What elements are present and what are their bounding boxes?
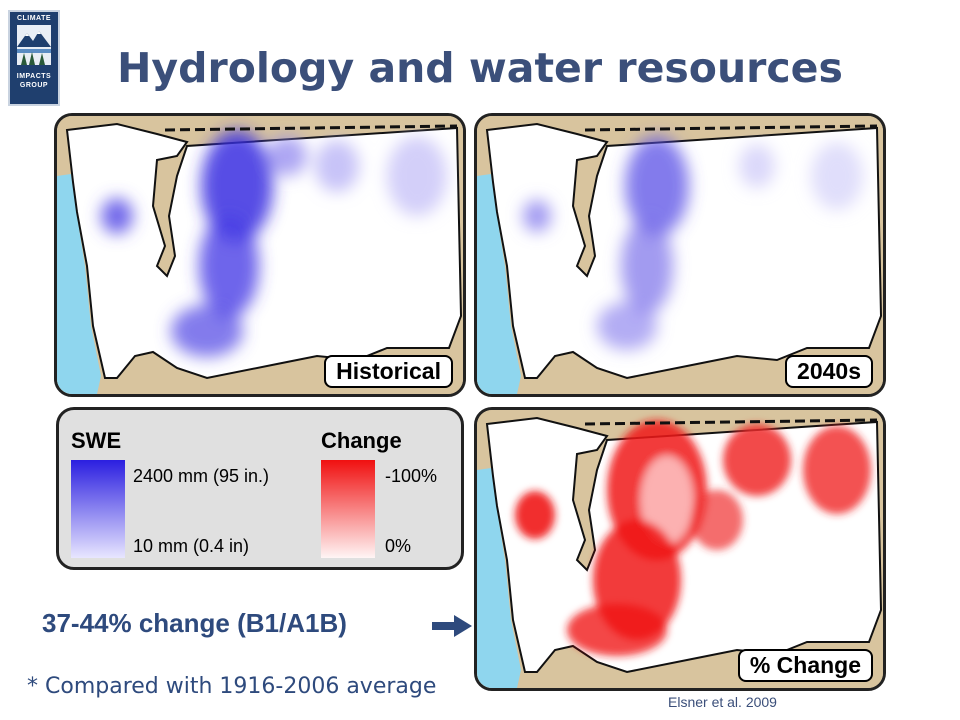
mountain-forest-emblem-icon — [17, 25, 51, 65]
logo-text-impacts: IMPACTS — [16, 73, 52, 80]
legend-swe-min: 10 mm (0.4 in) — [133, 536, 250, 556]
footnote: * Compared with 1916-2006 average — [27, 674, 437, 699]
map-percent-change: % Change — [474, 407, 886, 691]
climate-impacts-group-logo: CLIMATE IMPACTS GROUP — [8, 10, 60, 106]
legend-heading-swe: SWE — [71, 428, 122, 453]
right-arrow-icon — [432, 615, 472, 637]
legend-change-colorbar — [321, 460, 375, 558]
legend-panel: SWE 2400 mm (95 in.) 10 mm (0.4 in) Chan… — [56, 407, 464, 570]
legend-change-max: -100% — [385, 466, 438, 486]
washington-map-percent-change — [477, 410, 883, 688]
citation: Elsner et al. 2009 — [668, 694, 777, 710]
slide-title: Hydrology and water resources — [117, 44, 843, 92]
map-label-2040s: 2040s — [785, 355, 873, 388]
legend-change-min: 0% — [385, 536, 412, 556]
map-historical: Historical — [54, 113, 466, 397]
map-label-percent-change: % Change — [737, 649, 873, 682]
legend-swe-colorbar — [71, 460, 125, 558]
legend-heading-change: Change — [321, 428, 402, 453]
map-label-historical: Historical — [324, 355, 453, 388]
map-2040s: 2040s — [474, 113, 886, 397]
washington-map-historical — [57, 116, 463, 394]
logo-text-climate: CLIMATE — [16, 15, 52, 22]
washington-map-2040s — [477, 116, 883, 394]
change-callout: 37-44% change (B1/A1B) — [42, 608, 347, 638]
legend-swe-max: 2400 mm (95 in.) — [133, 466, 270, 486]
logo-text-group: GROUP — [19, 82, 49, 89]
